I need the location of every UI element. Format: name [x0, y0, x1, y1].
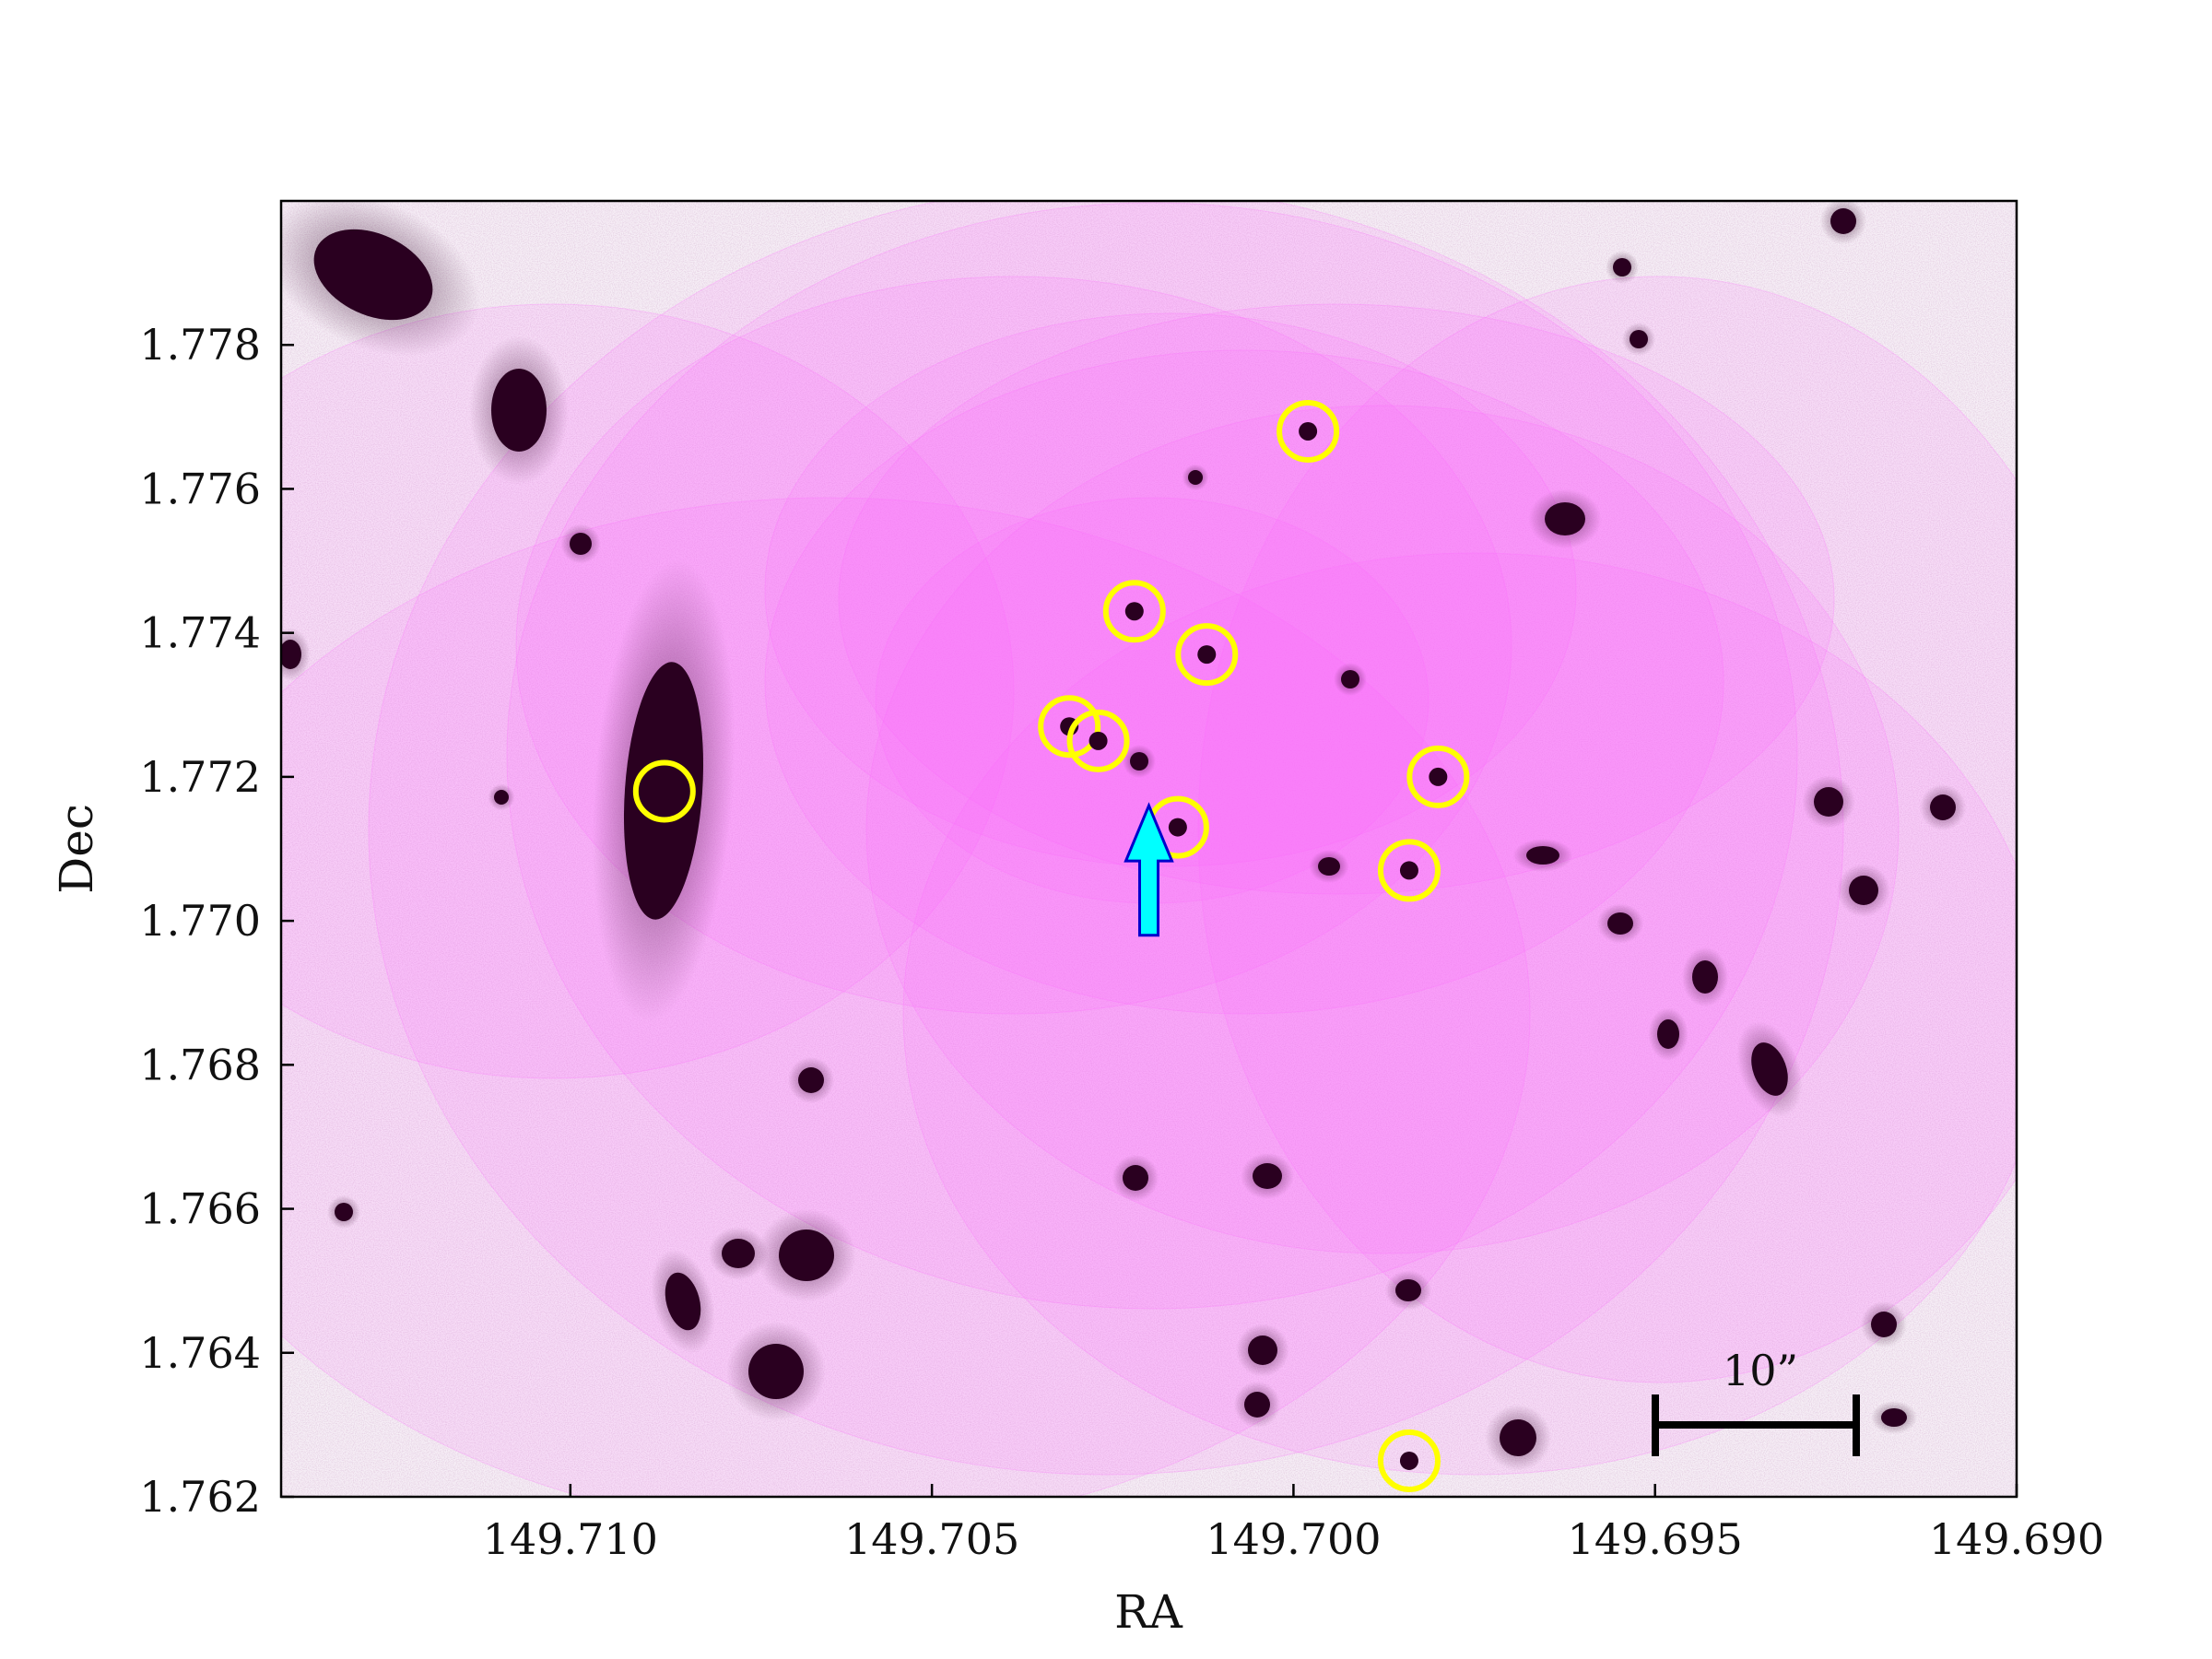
marker-circles	[632, 399, 1470, 1492]
x-tick-label: 149.695	[1568, 1514, 1743, 1564]
source	[1881, 1408, 1907, 1427]
source	[1830, 208, 1856, 234]
source	[1751, 1042, 1788, 1096]
source	[281, 640, 301, 669]
x-tick-label: 149.710	[483, 1514, 658, 1564]
marker-circle	[1066, 709, 1130, 772]
marked-source	[1197, 645, 1217, 665]
source	[1607, 912, 1633, 935]
source	[1930, 794, 1956, 820]
marked-source	[1429, 767, 1448, 786]
marker-circle	[1038, 695, 1101, 759]
pointer-arrow	[1124, 802, 1174, 937]
source	[570, 533, 592, 555]
source	[748, 1344, 804, 1399]
marker-circle	[1377, 839, 1441, 902]
source	[665, 1272, 701, 1331]
source	[335, 1203, 353, 1221]
marked-source	[1088, 731, 1108, 750]
marker-circle	[1102, 580, 1166, 643]
overlay-region	[865, 405, 1900, 1254]
overlay-region	[1197, 276, 2017, 1383]
source	[722, 1239, 755, 1268]
source	[779, 1230, 834, 1281]
y-tick-label: 1.766	[139, 1184, 261, 1234]
marker-circle	[1277, 399, 1340, 463]
source	[1545, 502, 1585, 535]
overlay-region	[368, 201, 1844, 1476]
overlay-region	[764, 349, 1724, 1015]
source	[1849, 876, 1878, 905]
source	[1871, 1312, 1897, 1337]
sky-image	[281, 201, 2017, 1497]
source	[313, 229, 433, 321]
plot-frame	[279, 199, 2018, 1499]
x-axis-ticks: 149.710 149.705 149.700 149.695 149.690	[483, 1484, 2104, 1564]
marked-source	[1168, 818, 1187, 837]
scale-bar: 10”	[1652, 1346, 1860, 1456]
probability-overlay	[281, 201, 2017, 1497]
marked-source	[654, 782, 674, 801]
arrow-icon	[1124, 802, 1174, 937]
source	[1248, 1335, 1277, 1365]
overlay-region	[281, 497, 1531, 1497]
source	[1395, 1279, 1421, 1301]
source	[1630, 330, 1648, 348]
overlay-region	[902, 552, 2017, 1476]
marked-source	[1399, 861, 1418, 880]
overlay-region	[764, 312, 1577, 867]
y-tick-label: 1.778	[139, 320, 261, 370]
y-tick-label: 1.774	[139, 608, 261, 658]
source	[1244, 1392, 1270, 1418]
x-tick-label: 149.700	[1206, 1514, 1381, 1564]
source	[1341, 670, 1359, 688]
marked-source	[1124, 602, 1144, 621]
x-tick-label: 149.690	[1929, 1514, 2104, 1564]
source	[1188, 470, 1203, 485]
y-tick-label: 1.770	[139, 896, 261, 946]
source	[1526, 846, 1559, 865]
x-tick-label: 149.705	[844, 1514, 1019, 1564]
scale-bar-label: 10”	[1723, 1346, 1798, 1395]
y-tick-label: 1.764	[139, 1328, 261, 1378]
marker-circle	[1377, 1429, 1441, 1492]
source	[1318, 857, 1340, 876]
source	[1613, 258, 1631, 276]
marker-circle	[1406, 745, 1470, 808]
source	[1253, 1163, 1282, 1189]
source	[1692, 960, 1718, 994]
y-tick-label: 1.762	[139, 1472, 261, 1522]
y-tick-label: 1.772	[139, 752, 261, 802]
y-axis-label: Dec	[50, 804, 103, 894]
y-tick-label: 1.768	[139, 1040, 261, 1089]
overlay-region	[515, 276, 1512, 1015]
source	[491, 369, 547, 452]
marker-circle	[1175, 623, 1239, 687]
source	[1123, 1165, 1148, 1191]
y-axis-ticks: 1.762 1.764 1.766 1.768 1.770 1.772 1.774 1.776…	[139, 320, 294, 1522]
source	[1130, 752, 1148, 771]
x-axis-label: RA	[1114, 1585, 1183, 1639]
marked-source	[1399, 1451, 1418, 1470]
y-tick-label: 1.776	[139, 464, 261, 513]
source	[798, 1067, 824, 1093]
source	[1657, 1019, 1679, 1049]
marked-source	[1299, 421, 1318, 441]
marker-circle	[632, 759, 696, 823]
source	[494, 790, 509, 805]
source	[1500, 1419, 1536, 1456]
source	[1814, 787, 1843, 817]
